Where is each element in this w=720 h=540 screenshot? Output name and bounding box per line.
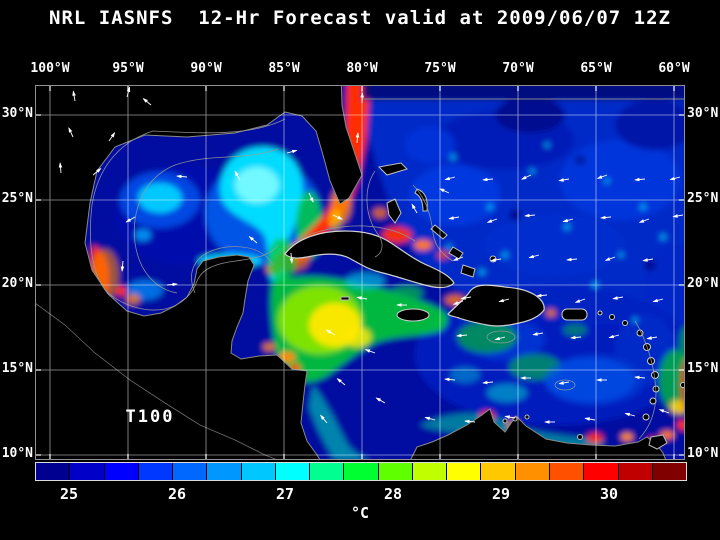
lat-label: 30°N [687, 106, 719, 121]
lat-label: 25°N [687, 191, 719, 206]
field-label: T100 [125, 407, 175, 427]
colorbar-tick: 25 [59, 485, 79, 503]
lon-label: 95°W [112, 61, 144, 76]
lon-label: 80°W [346, 61, 378, 76]
colorbar-segment [344, 463, 378, 480]
colorbar-segment [70, 463, 104, 480]
colorbar-segment [447, 463, 481, 480]
abc-islands [502, 414, 583, 440]
hispaniola [447, 284, 545, 327]
lat-label: 30°N [1, 106, 33, 121]
lat-label: 20°N [1, 276, 33, 291]
cayman-islands [340, 296, 350, 301]
land-masses [35, 85, 685, 460]
puerto-rico [561, 308, 588, 321]
lat-label: 10°N [687, 446, 719, 461]
lat-label: 25°N [1, 191, 33, 206]
north-central-america [35, 85, 363, 460]
colorbar-segment [481, 463, 515, 480]
colorbar-segment [549, 463, 584, 480]
colorbar-segment [378, 463, 412, 480]
plot-frame [35, 85, 685, 460]
lon-label: 60°W [658, 61, 690, 76]
colorbar-segment [173, 463, 207, 480]
colorbar-tick: 26 [167, 485, 187, 503]
colorbar-unit: °C [350, 504, 370, 522]
grid-lines [35, 85, 685, 460]
colorbar-segment [652, 463, 687, 480]
colorbar-tick: 28 [383, 485, 403, 503]
colorbar-segment [412, 463, 447, 480]
lon-label: 75°W [424, 61, 456, 76]
colorbar-segment [104, 463, 138, 480]
lon-label: 85°W [268, 61, 300, 76]
colorbar-segment [207, 463, 241, 480]
colorbar-segment [138, 463, 173, 480]
colorbar-segment [310, 463, 344, 480]
colorbar [35, 462, 687, 481]
colorbar-tick: 29 [491, 485, 511, 503]
lat-label: 10°N [1, 446, 33, 461]
cuba [284, 230, 455, 289]
forecast-map: T100 [35, 85, 685, 460]
pacific-coastline [35, 302, 279, 460]
lat-label: 15°N [1, 361, 33, 376]
colorbar-segment [515, 463, 549, 480]
contour-lines [35, 118, 657, 460]
lon-label: 90°W [190, 61, 222, 76]
lon-label: 70°W [502, 61, 534, 76]
colorbar-tick: 27 [275, 485, 295, 503]
map-canvas [35, 85, 685, 460]
current-vectors [58, 86, 684, 424]
lesser-antilles [597, 310, 685, 421]
lat-label: 20°N [687, 276, 719, 291]
colorbar-segment [275, 463, 310, 480]
colorbar-segment [36, 463, 70, 480]
jamaica [396, 308, 430, 322]
colorbar-segment [241, 463, 275, 480]
colorbar-tick: 30 [599, 485, 619, 503]
bahamas [377, 162, 497, 278]
trinidad [648, 434, 668, 450]
lon-label: 65°W [580, 61, 612, 76]
lon-label: 100°W [30, 61, 70, 76]
colorbar-segment [584, 463, 618, 480]
lat-label: 15°N [687, 361, 719, 376]
page-title: NRL IASNFS 12-Hr Forecast valid at 2009/… [49, 7, 671, 29]
colorbar-segment [618, 463, 652, 480]
